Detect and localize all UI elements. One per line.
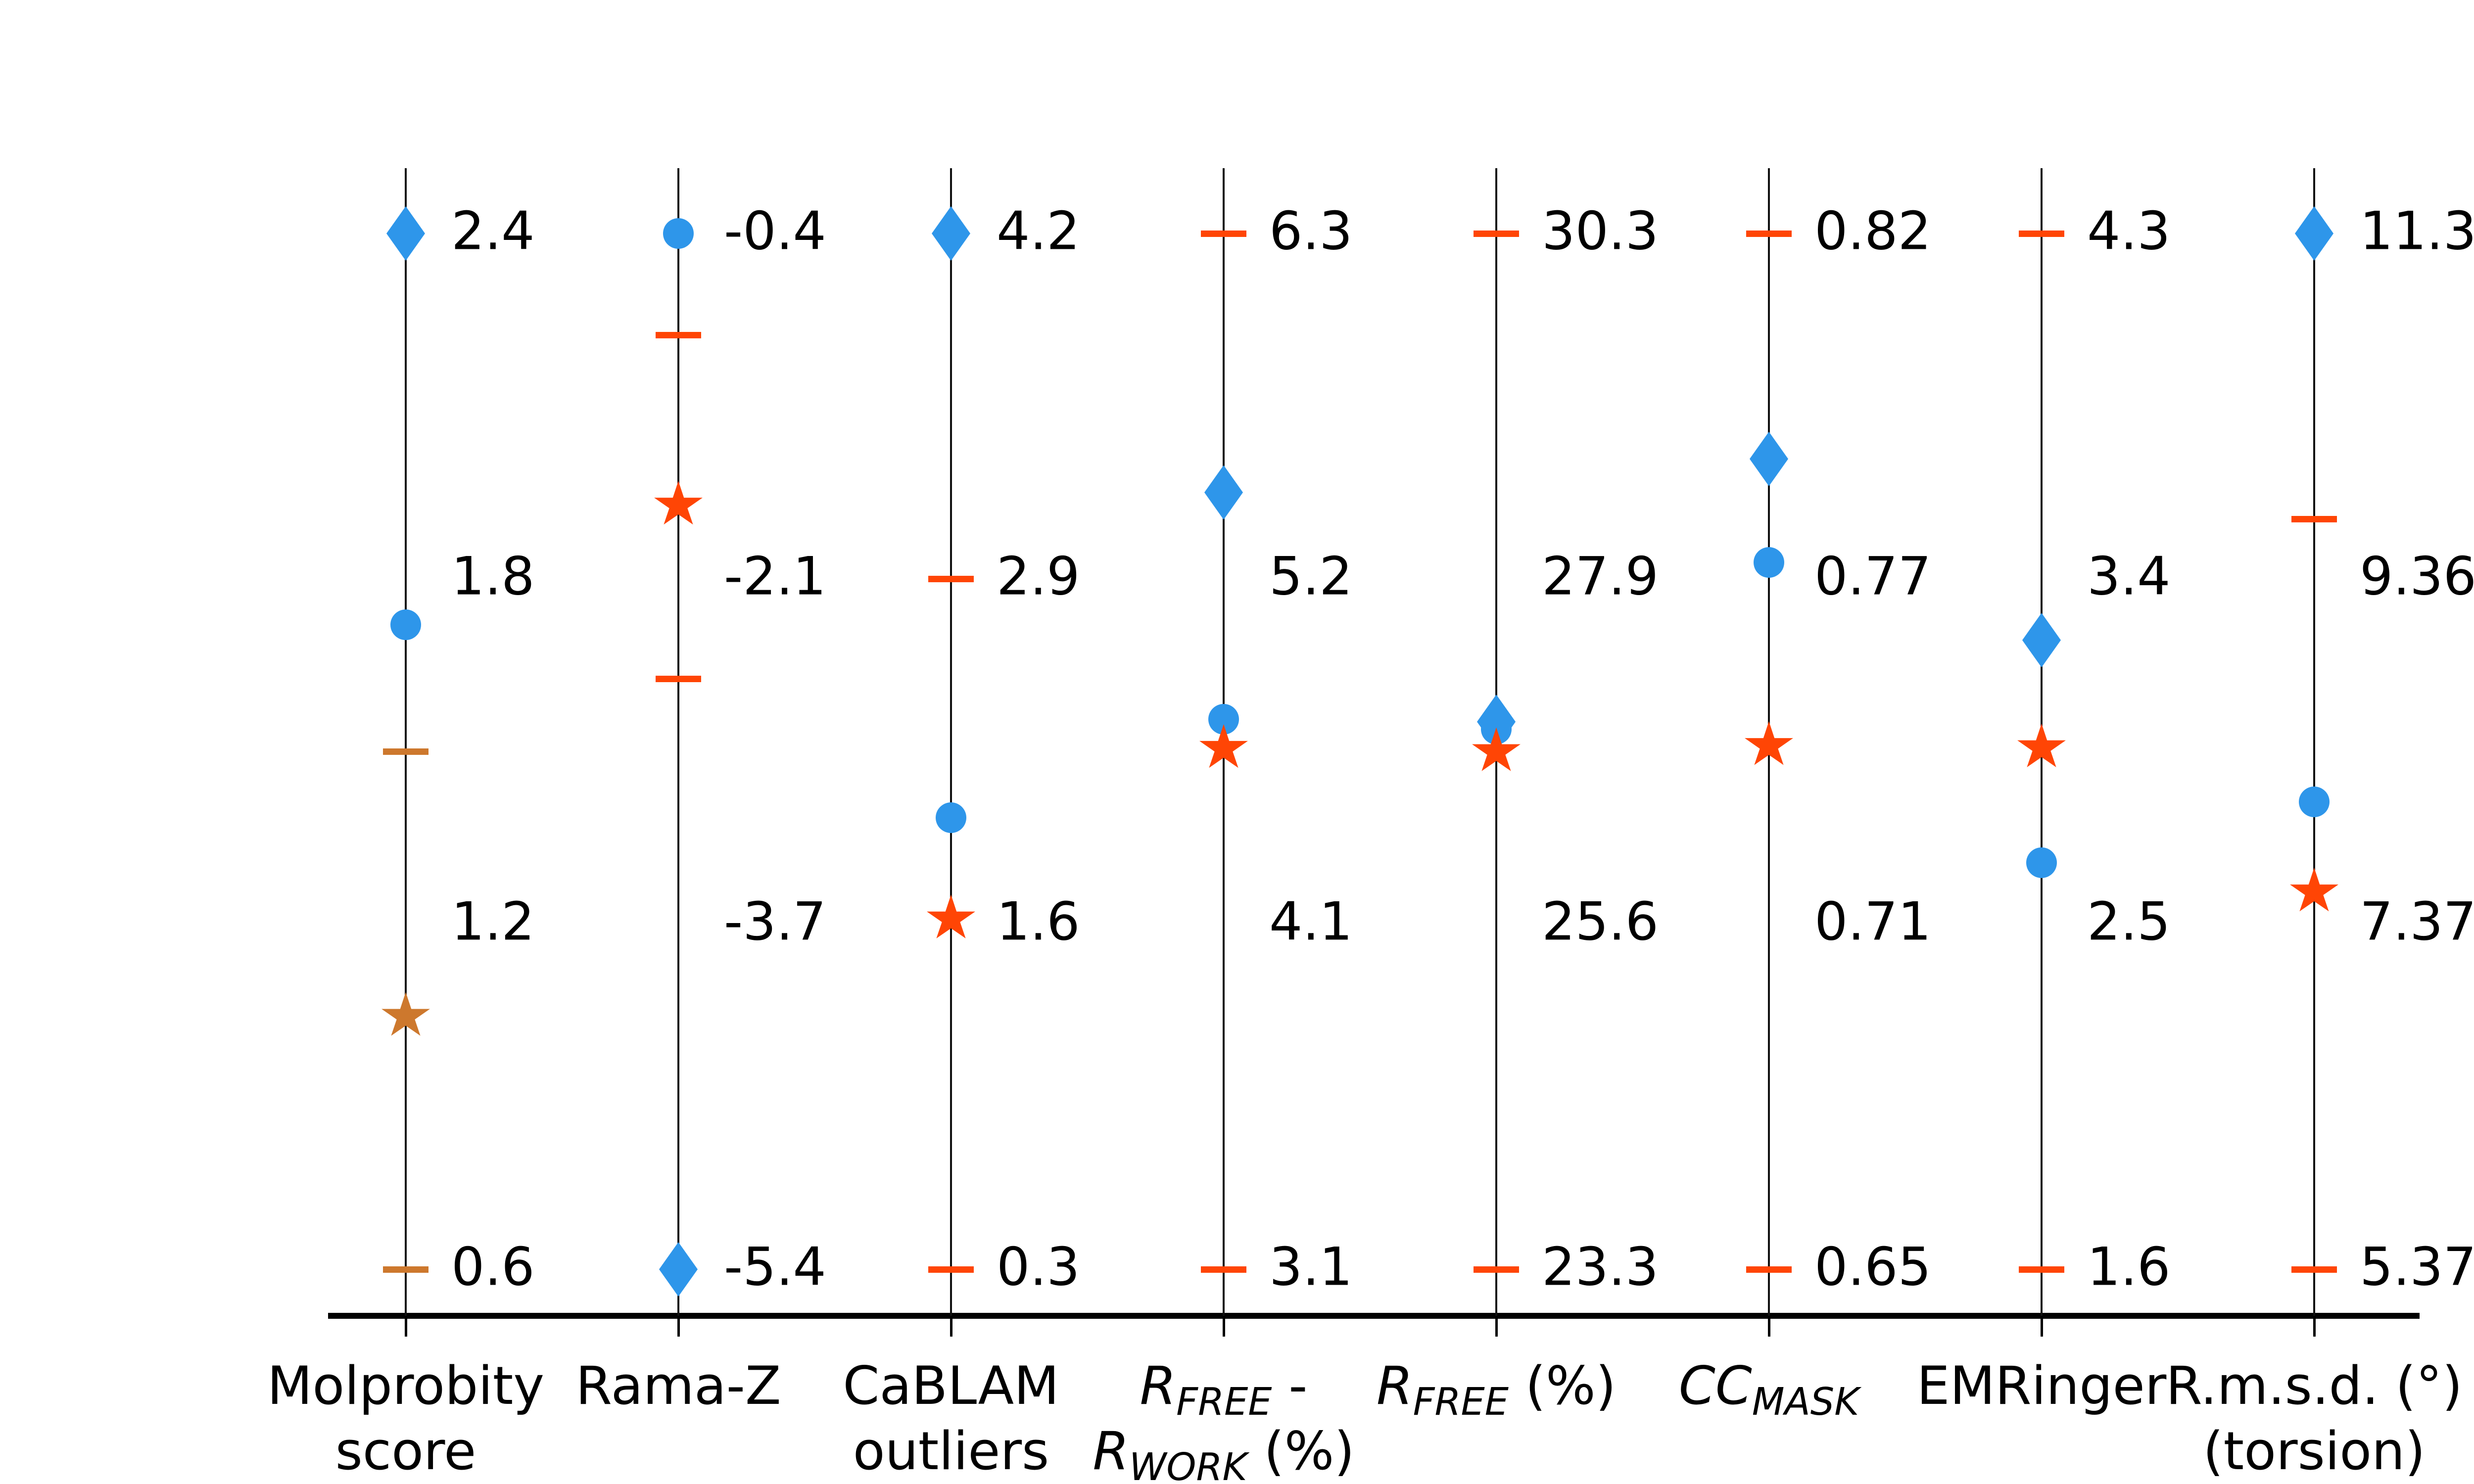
tick-label-cc-mask-1: 0.77: [1814, 546, 1932, 607]
marker-diamond-emringer: [2022, 613, 2061, 668]
marker-dash-cc-mask: [1746, 1266, 1792, 1273]
x-axis-tick-emringer: [2040, 1319, 2043, 1337]
x-axis-tick-cc-mask: [1767, 1319, 1770, 1337]
tick-label-rama-z-2: -3.7: [724, 891, 826, 952]
marker-diamond-cc-mask: [1750, 431, 1788, 486]
marker-dash-molprobity-score: [383, 1266, 428, 1273]
tick-label-rfree-0: 30.3: [1542, 200, 1659, 262]
tick-label-rmsd-torsion-2: 7.37: [2360, 891, 2474, 952]
marker-dash-cc-mask: [1746, 230, 1792, 237]
x-axis-tick-cablam-outliers: [950, 1319, 952, 1337]
marker-dash-rama-z: [656, 675, 701, 682]
marker-circle-cablam-outliers: [936, 802, 966, 834]
axis-label-rmsd-torsion: R.m.s.d. (°) (torsion): [2166, 1355, 2463, 1482]
tick-label-rama-z-3: -5.4: [724, 1236, 826, 1298]
axis-label-cablam-outliers: CaBLAM outliers: [843, 1355, 1059, 1482]
axis-line-rama-z: [677, 168, 679, 1316]
tick-label-rama-z-1: -2.1: [724, 546, 826, 607]
marker-dash-cablam-outliers: [928, 575, 974, 582]
tick-label-emringer-2: 2.5: [2087, 891, 2171, 952]
marker-dash-emringer: [2019, 1266, 2064, 1273]
axis-label-emringer: EMRinger: [1916, 1355, 2167, 1416]
tick-label-cc-mask-2: 0.71: [1814, 891, 1932, 952]
tick-label-rama-z-0: -0.4: [724, 200, 826, 262]
tick-label-rmsd-torsion-1: 9.36: [2360, 546, 2474, 607]
tick-label-cc-mask-0: 0.82: [1814, 200, 1932, 262]
marker-diamond-rmsd-torsion: [2295, 206, 2333, 261]
x-axis-spine: [328, 1313, 2420, 1319]
marker-diamond-rfree-minus-rwork: [1204, 465, 1243, 520]
tick-label-rfree-minus-rwork-1: 5.2: [1269, 546, 1353, 607]
tick-label-rfree-1: 27.9: [1542, 546, 1659, 607]
tick-label-emringer-1: 3.4: [2087, 546, 2171, 607]
marker-dash-rmsd-torsion: [2291, 516, 2337, 523]
axis-label-molprobity-score: Molprobity score: [267, 1355, 545, 1482]
marker-circle-molprobity-score: [390, 609, 421, 641]
tick-label-rfree-minus-rwork-3: 3.1: [1269, 1236, 1353, 1298]
marker-diamond-cablam-outliers: [932, 206, 970, 261]
x-axis-tick-rmsd-torsion: [2313, 1319, 2316, 1337]
marker-circle-rmsd-torsion: [2299, 786, 2330, 817]
axis-line-cablam-outliers: [950, 168, 952, 1316]
tick-label-rfree-3: 23.3: [1542, 1236, 1659, 1298]
tick-label-emringer-0: 4.3: [2087, 200, 2171, 262]
x-axis-tick-molprobity-score: [404, 1319, 407, 1337]
tick-label-cablam-outliers-3: 0.3: [997, 1236, 1080, 1298]
tick-label-molprobity-score-2: 1.2: [451, 891, 535, 952]
axis-label-rfree: RFREE (%): [1376, 1355, 1617, 1424]
tick-label-emringer-3: 1.6: [2087, 1236, 2171, 1298]
marker-dash-rfree: [1474, 1266, 1519, 1273]
tick-label-cc-mask-3: 0.65: [1814, 1236, 1932, 1298]
x-axis-tick-rfree: [1495, 1319, 1498, 1337]
marker-dash-rama-z: [656, 331, 701, 338]
marker-dash-rmsd-torsion: [2291, 1266, 2337, 1273]
tick-label-rmsd-torsion-0: 11.35: [2360, 200, 2474, 262]
marker-circle-rama-z: [663, 218, 694, 249]
marker-dash-rfree: [1474, 230, 1519, 237]
x-axis-tick-rama-z: [677, 1319, 680, 1337]
marker-dash-rfree-minus-rwork: [1201, 1266, 1246, 1273]
marker-dash-molprobity-score: [383, 748, 428, 755]
tick-label-rfree-minus-rwork-2: 4.1: [1269, 891, 1353, 952]
axis-line-molprobity-score: [405, 168, 407, 1316]
tick-label-cablam-outliers-1: 2.9: [997, 546, 1080, 607]
axis-label-rfree-minus-rwork: RFREE - RWORK (%): [1093, 1355, 1355, 1484]
tick-label-molprobity-score-0: 2.4: [451, 200, 535, 262]
tick-label-cablam-outliers-0: 4.2: [997, 200, 1080, 262]
marker-dash-rfree-minus-rwork: [1201, 230, 1246, 237]
axis-line-rmsd-torsion: [2313, 168, 2315, 1316]
marker-circle-cc-mask: [1754, 547, 1784, 578]
tick-label-rmsd-torsion-3: 5.37: [2360, 1236, 2474, 1298]
tick-label-molprobity-score-3: 0.6: [451, 1236, 535, 1298]
tick-label-molprobity-score-1: 1.8: [451, 546, 535, 607]
marker-dash-cablam-outliers: [928, 1266, 974, 1273]
marker-diamond-molprobity-score: [386, 206, 425, 261]
tick-label-cablam-outliers-2: 1.6: [997, 891, 1080, 952]
tick-label-rfree-minus-rwork-0: 6.3: [1269, 200, 1353, 262]
marker-diamond-rama-z: [659, 1242, 698, 1297]
axis-label-cc-mask: CCMASK: [1678, 1355, 1859, 1424]
marker-dash-emringer: [2019, 230, 2064, 237]
marker-circle-emringer: [2026, 847, 2057, 878]
x-axis-tick-rfree-minus-rwork: [1222, 1319, 1225, 1337]
axis-label-rama-z: Rama-Z: [575, 1355, 781, 1416]
tick-label-rfree-2: 25.6: [1542, 891, 1659, 952]
